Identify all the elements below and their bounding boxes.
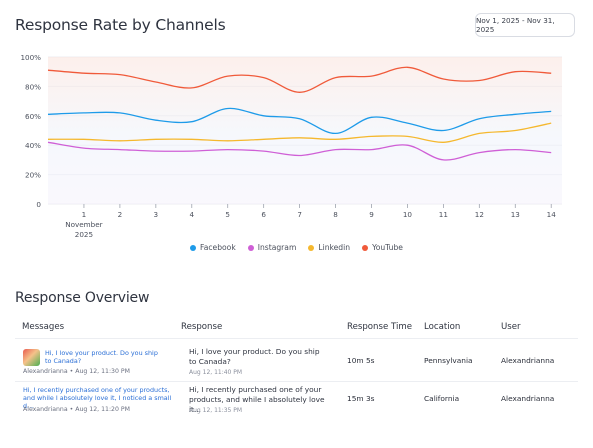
x-tick-label: 4 [189, 210, 194, 219]
table-row[interactable]: Hi, I recently purchased one of your pro… [15, 382, 578, 424]
series-line-facebook[interactable] [47, 107, 552, 135]
x-tick-sublabel: 2025 [75, 230, 93, 239]
legend-label: YouTube [372, 243, 403, 252]
column-header-user[interactable]: User [501, 322, 521, 332]
y-tick-label: 100% [20, 53, 41, 62]
x-tick-label: 1 [82, 210, 87, 219]
column-header-messages[interactable]: Messages [22, 322, 65, 332]
table-header: Messages Response Response Time Location… [15, 316, 578, 339]
x-tick-label: 10 [403, 210, 413, 219]
facebook-dot-icon [190, 244, 197, 251]
plot-area [48, 57, 562, 204]
x-tick-label: 14 [547, 210, 557, 219]
y-tick-label: 80% [25, 82, 41, 91]
message-text[interactable]: Hi, I love your product. Do you ship to … [45, 349, 158, 365]
youtube-dot-icon [362, 244, 369, 251]
column-header-response[interactable]: Response [181, 322, 223, 332]
y-tick-label: 40% [25, 141, 41, 150]
legend-item-instagram[interactable]: Instagram [247, 243, 297, 252]
response-meta: Aug 12, 11:40 PM [189, 369, 243, 376]
page-title: Response Rate by Channels [15, 16, 226, 34]
series-line-linkedin[interactable] [47, 122, 552, 143]
response-text: Hi, I recently purchased one of your pro… [189, 385, 325, 414]
linkedin-dot-icon [308, 244, 315, 251]
message-meta: Alexandrianna • Aug 12, 11:20 PM [23, 406, 130, 413]
y-tick-label: 20% [25, 171, 41, 180]
response-overview-table: Messages Response Response Time Location… [15, 316, 578, 424]
table-row[interactable]: Hi, I love your product. Do you ship to … [15, 339, 578, 382]
x-tick-label: 9 [369, 210, 374, 219]
x-tick-sublabel: November [65, 220, 102, 229]
instagram-dot-icon [247, 244, 254, 251]
x-tick-label: 5 [225, 210, 230, 219]
message-text[interactable]: Hi, I recently purchased one of your pro… [23, 386, 172, 410]
location: California [424, 394, 460, 403]
response-time: 10m 5s [347, 356, 375, 365]
series-line-instagram[interactable] [47, 141, 552, 161]
section-title-response-overview: Response Overview [15, 290, 150, 306]
chart-legend: Facebook Instagram Linkedin YouTube [0, 243, 593, 252]
response-meta: Aug 12, 11:35 PM [189, 407, 243, 414]
legend-label: Instagram [257, 243, 297, 252]
x-tick-label: 7 [297, 210, 302, 219]
user: Alexandrianna [501, 394, 555, 403]
x-tick-label: 13 [511, 210, 520, 219]
user: Alexandrianna [501, 356, 555, 365]
response-time: 15m 3s [347, 394, 375, 403]
message-meta: Alexandrianna • Aug 12, 11:30 PM [23, 368, 130, 375]
legend-label: Facebook [200, 243, 236, 252]
x-tick-label: 3 [154, 210, 159, 219]
legend-label: Linkedin [318, 243, 351, 252]
x-tick-label: 11 [439, 210, 448, 219]
response-text: Hi, I love your product. Do you ship to … [189, 347, 320, 366]
x-tick-label: 6 [261, 210, 266, 219]
product-thumbnail [23, 349, 40, 366]
series-line-youtube[interactable] [47, 66, 552, 93]
column-header-response-time[interactable]: Response Time [347, 322, 413, 332]
legend-item-facebook[interactable]: Facebook [190, 243, 236, 252]
legend-item-linkedin[interactable]: Linkedin [308, 243, 350, 252]
date-range-picker[interactable]: Nov 1, 2025 - Nov 31, 2025 [475, 13, 575, 37]
column-header-location[interactable]: Location [424, 322, 461, 332]
x-tick-label: 8 [333, 210, 338, 219]
y-tick-label: 60% [25, 112, 41, 121]
x-tick-label: 2 [118, 210, 123, 219]
location: Pennsylvania [424, 356, 473, 365]
y-tick-label: 0 [36, 200, 41, 209]
legend-item-youtube[interactable]: YouTube [362, 243, 403, 252]
x-tick-label: 12 [475, 210, 484, 219]
